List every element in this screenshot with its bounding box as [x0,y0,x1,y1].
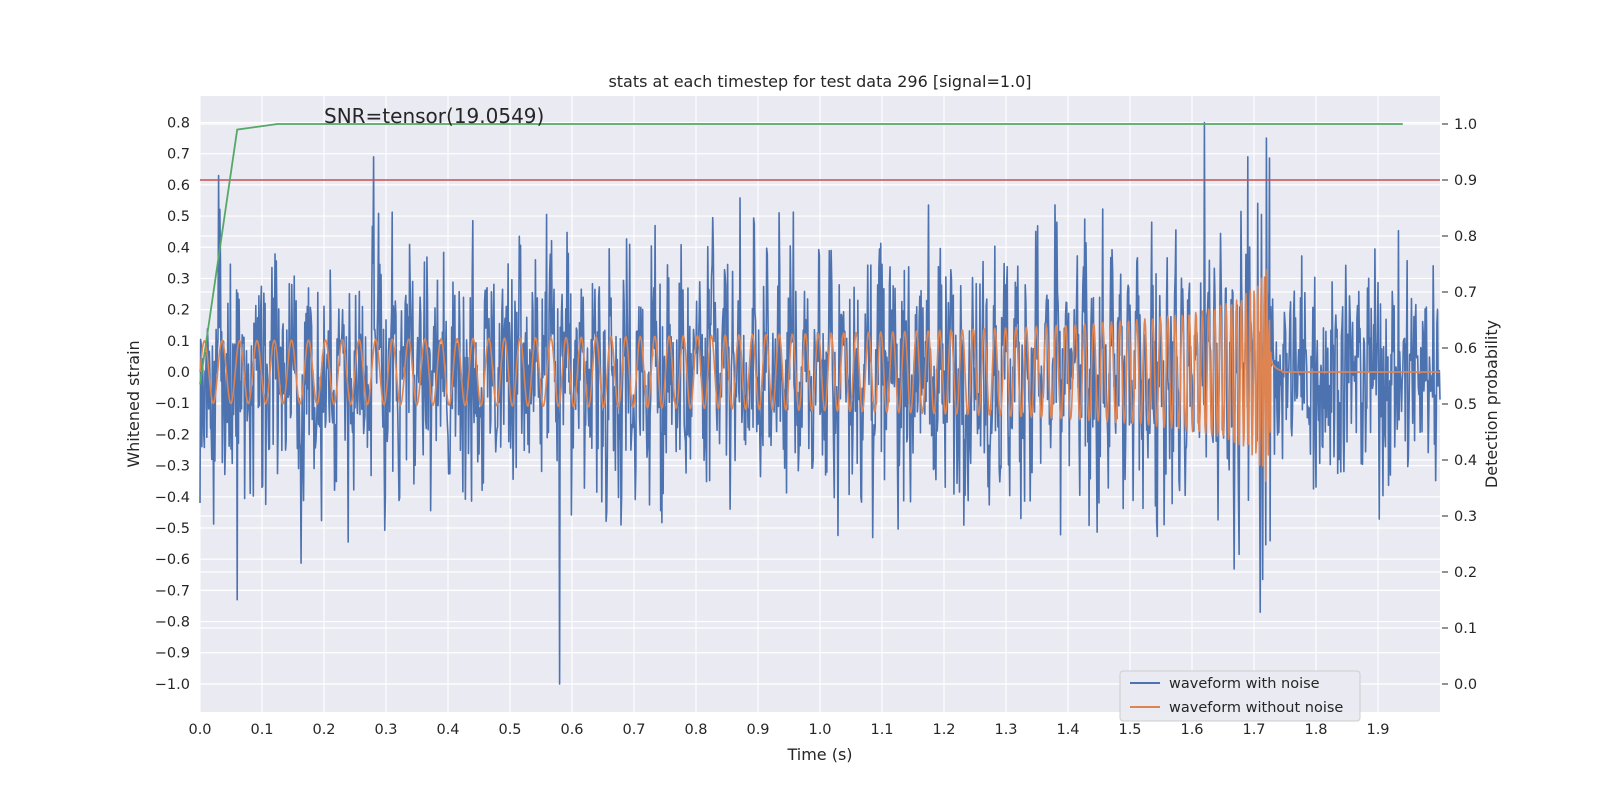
legend-box [1119,670,1361,722]
x-tick-label: 0.9 [746,722,769,738]
right-axis: 1.0 0.9 0.8 0.7 0.6 0.5 0.4 0.3 0.2 0.1 0.0 [1442,117,1477,693]
chart-title: stats at each timestep for test data 296… [608,72,1031,91]
x-tick-label: 1.9 [1366,722,1389,738]
y-tick-label: −1.0 [155,677,190,693]
x-tick-label: 1.5 [1118,722,1141,738]
snr-annotation: SNR=tensor(19.0549) [324,104,544,128]
detection-probability-line [199,123,1403,385]
x-tick-label: 1.0 [808,722,831,738]
y-tick-label: 0.0 [167,365,190,381]
y2-tick-label: 0.1 [1454,621,1477,637]
x-tick-label: 1.3 [994,722,1017,738]
x-axis: 0.0 0.1 0.2 0.3 0.4 0.5 0.6 0.7 0.8 0.9 1.0 1.1 1.2 1… [188,722,1389,738]
left-axis: 0.8 0.7 0.6 0.5 0.4 0.3 0.2 0.1 0.0 −0.1 −0.2 −0.3 −… [155,116,190,693]
y-tick-label: −0.9 [155,646,190,662]
y-tick-label: 0.3 [167,271,190,287]
y-tick-label: 0.2 [167,303,190,319]
legend: waveform with noise waveform without noi… [1119,670,1361,722]
y-tick-label: 0.5 [167,209,190,225]
x-tick-label: 1.7 [1242,722,1265,738]
y-axis-label: Whitened strain [124,340,143,467]
y-tick-label: −0.1 [155,396,190,412]
x-tick-label: 1.8 [1304,722,1327,738]
y-tick-label: 0.8 [167,116,190,132]
y2-tick-label: 0.0 [1454,677,1477,693]
y-tick-label: 0.6 [167,178,190,194]
y2-tick-label: 0.6 [1454,341,1477,357]
x-tick-label: 1.2 [932,722,955,738]
y2-tick-label: 0.9 [1454,173,1477,189]
y-tick-label: −0.2 [155,427,190,443]
y-tick-label: 0.1 [167,334,190,350]
y-tick-label: −0.6 [155,552,190,568]
legend-label-noisy: waveform with noise [1169,676,1320,692]
x-tick-label: 0.4 [436,722,459,738]
x-tick-label: 0.6 [560,722,583,738]
x-tick-label: 0.5 [498,722,521,738]
legend-label-clean: waveform without noise [1169,700,1343,716]
x-tick-label: 0.1 [250,722,273,738]
x-tick-label: 0.3 [374,722,397,738]
y2-tick-label: 0.4 [1454,453,1477,469]
y2-tick-label: 0.8 [1454,229,1477,245]
y-tick-label: −0.8 [155,615,190,631]
y-tick-label: −0.3 [155,459,190,475]
x-tick-label: 0.0 [188,722,211,738]
x-tick-label: 0.2 [312,722,335,738]
y-tick-label: 0.7 [167,147,190,163]
y-tick-label: −0.5 [155,521,190,537]
y2-axis-label: Detection probability [1482,320,1501,488]
clean-waveform-line [199,268,1441,482]
y-tick-label: 0.4 [167,240,190,256]
y2-tick-label: 0.2 [1454,565,1477,581]
y2-tick-label: 0.3 [1454,509,1477,525]
y-tick-label: −0.4 [155,490,190,506]
y2-tick-label: 0.5 [1454,397,1477,413]
y-tick-label: −0.7 [155,583,190,599]
x-tick-label: 1.4 [1056,722,1079,738]
y2-tick-label: 1.0 [1454,117,1477,133]
x-tick-label: 1.1 [870,722,893,738]
x-tick-label: 1.6 [1180,722,1203,738]
series-layer [199,121,1441,685]
x-axis-label: Time (s) [786,745,852,764]
x-tick-label: 0.8 [684,722,707,738]
y2-tick-label: 0.7 [1454,285,1477,301]
x-tick-label: 0.7 [622,722,645,738]
